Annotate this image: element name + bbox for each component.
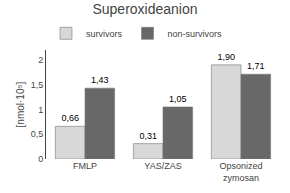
svg-text:1,71: 1,71 <box>247 61 265 71</box>
svg-text:1,5: 1,5 <box>31 80 44 90</box>
svg-text:non-survivors: non-survivors <box>168 29 223 39</box>
svg-text:1,90: 1,90 <box>217 52 235 62</box>
svg-text:0: 0 <box>38 154 43 164</box>
svg-text:0,66: 0,66 <box>61 113 79 123</box>
svg-text:YAS/ZAS: YAS/ZAS <box>144 161 181 171</box>
svg-text:0,31: 0,31 <box>139 131 157 141</box>
svg-text:[nmol·10⁵]: [nmol·10⁵] <box>15 81 26 127</box>
svg-text:1,05: 1,05 <box>169 94 187 104</box>
svg-text:1: 1 <box>38 105 43 115</box>
svg-text:FMLP: FMLP <box>73 161 97 171</box>
svg-text:1,43: 1,43 <box>91 75 109 85</box>
svg-text:Opsonizedzymosan: Opsonizedzymosan <box>219 161 262 183</box>
svg-text:0,5: 0,5 <box>31 129 44 139</box>
svg-text:Superoxideanion: Superoxideanion <box>92 1 197 17</box>
svg-text:survivors: survivors <box>86 29 123 39</box>
svg-text:2: 2 <box>38 55 43 65</box>
